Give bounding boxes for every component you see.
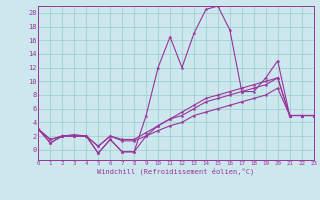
- X-axis label: Windchill (Refroidissement éolien,°C): Windchill (Refroidissement éolien,°C): [97, 168, 255, 175]
